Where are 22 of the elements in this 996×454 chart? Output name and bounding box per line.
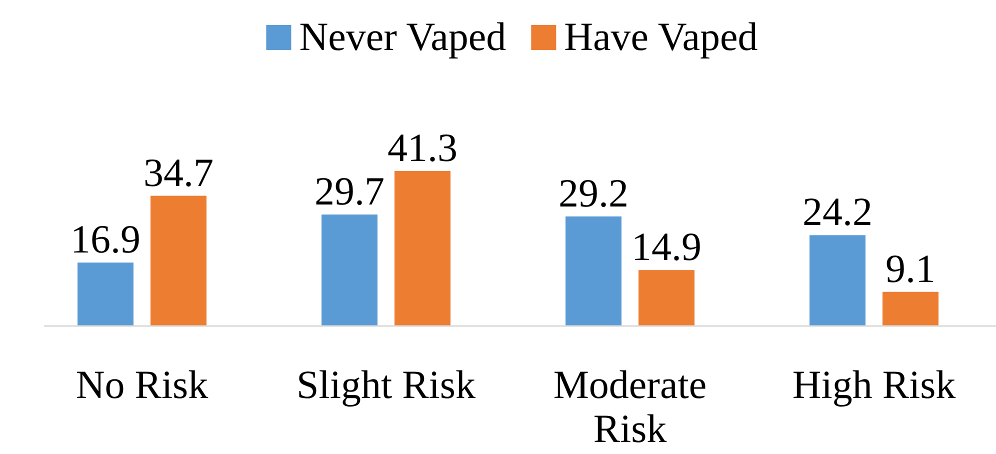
data-label: 29.7 (314, 168, 384, 214)
data-label: 24.2 (802, 189, 872, 234)
bar (394, 171, 450, 326)
data-label: 34.7 (144, 150, 214, 195)
bar (322, 214, 378, 326)
bar (150, 196, 206, 326)
x-tick-label: Slight Risk (296, 362, 476, 407)
bar (882, 292, 938, 326)
x-tick-label: Moderate Risk (553, 362, 707, 451)
bar (810, 235, 866, 326)
data-label: 16.9 (70, 216, 140, 262)
data-label: 41.3 (388, 125, 458, 170)
legend-label: Never Vaped (299, 14, 506, 59)
x-tick-label: High Risk (792, 362, 956, 407)
data-label: 9.1 (886, 246, 936, 291)
bar (638, 270, 694, 326)
data-label: 14.9 (632, 224, 702, 270)
data-label: 29.2 (558, 170, 628, 216)
bar (566, 216, 622, 326)
bar (78, 262, 134, 326)
legend-label: Have Vaped (564, 14, 758, 59)
x-tick-label: No Risk (76, 362, 208, 407)
